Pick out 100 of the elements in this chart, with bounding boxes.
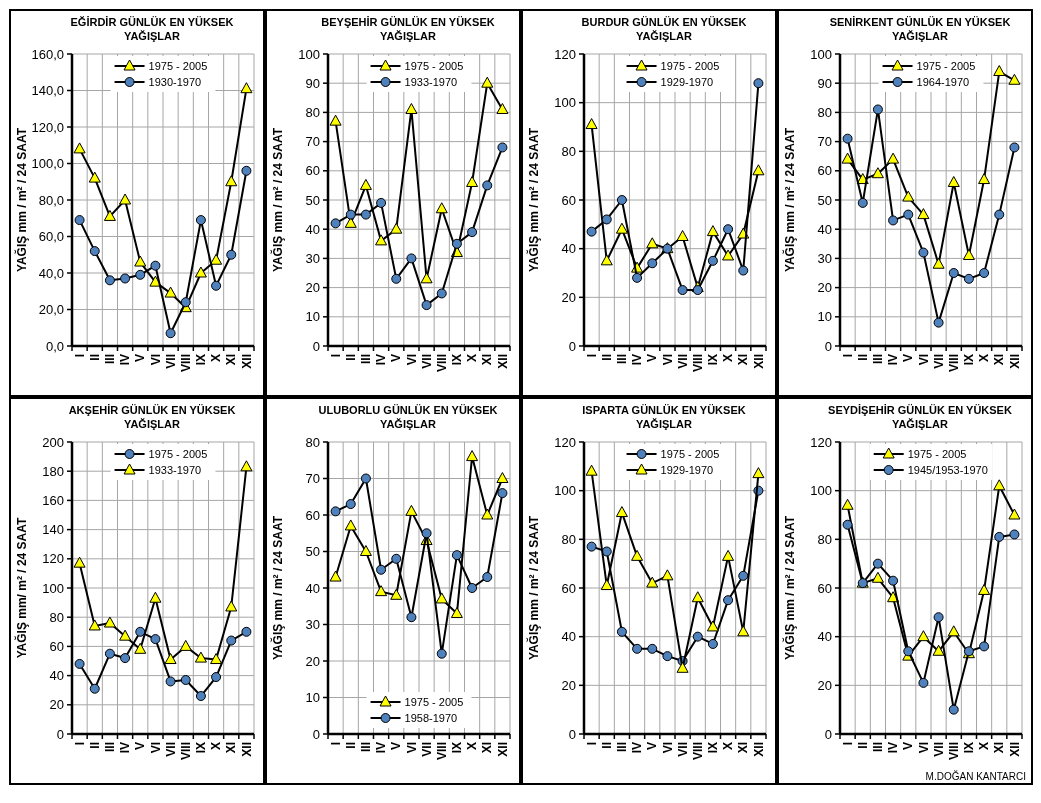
x-tick-label: III: [103, 742, 118, 753]
y-tick-label: 140,0: [31, 83, 64, 99]
x-tick-label: VIII: [178, 354, 193, 373]
y-tick-label: 100,0: [31, 156, 64, 172]
legend-label: 1929-1970: [660, 75, 714, 88]
legend-label: 1975 - 2005: [916, 59, 976, 72]
y-tick-label: 40: [561, 629, 576, 645]
y-tick-label: 10: [305, 690, 320, 706]
chart-title: BEYŞEHİR GÜNLÜK EN YÜKSEK YAĞIŞLAR: [321, 16, 495, 42]
x-tick-label: VIII: [946, 742, 961, 761]
y-tick-label: 70: [817, 134, 832, 150]
x-tick-label: III: [871, 742, 886, 753]
chart-title: BURDUR GÜNLÜK EN YÜKSEK YAĞIŞLAR: [581, 16, 747, 42]
x-tick-label: V: [389, 742, 404, 751]
x-tick-label: VIII: [946, 354, 961, 373]
x-tick-label: III: [359, 742, 374, 753]
x-tick-label: XI: [224, 742, 239, 754]
legend-label: 1964-1970: [916, 75, 970, 88]
y-tick-label: 120: [554, 434, 576, 450]
x-tick-label: XI: [224, 354, 239, 366]
x-tick-label: X: [977, 354, 992, 363]
x-tick-label: VI: [660, 742, 675, 754]
x-tick-label: XII: [495, 742, 510, 757]
x-tick-label: V: [645, 354, 660, 363]
x-tick-label: VI: [404, 742, 419, 754]
x-tick-label: V: [901, 354, 916, 363]
y-tick-label: 80: [305, 104, 320, 120]
x-tick-label: IX: [194, 354, 209, 366]
x-tick-label: XI: [992, 354, 1007, 366]
y-axis-title: YAĞIŞ mm/ m² / 24 SAAT: [14, 516, 29, 659]
y-tick-label: 50: [305, 192, 320, 208]
y-tick-label: 40: [817, 221, 832, 237]
y-axis-title: YAĞIŞ mm / m² / 24 SAAT: [782, 127, 797, 273]
x-tick-label: III: [615, 354, 630, 365]
x-tick-label: X: [465, 742, 480, 751]
y-tick-label: 100: [810, 483, 832, 499]
y-tick-label: 60: [305, 163, 320, 179]
y-tick-label: 20: [817, 280, 832, 296]
chart-title: EĞİRDİR GÜNLÜK EN YÜKSEK YAĞIŞLAR: [70, 16, 234, 42]
y-tick-label: 60,0: [38, 229, 64, 245]
x-tick-label: IX: [706, 742, 721, 754]
y-axis-title: YAĞIŞ mm / m² / 24 SAAT: [526, 515, 541, 661]
x-tick-label: VII: [419, 742, 434, 757]
y-tick-label: 120: [554, 46, 576, 62]
x-tick-label: VII: [163, 354, 178, 369]
legend-label: 1933-1970: [404, 75, 458, 88]
y-tick-label: 80: [49, 609, 64, 625]
y-tick-label: 60: [305, 507, 320, 523]
y-tick-label: 80: [817, 531, 832, 547]
x-tick-label: I: [840, 354, 855, 358]
y-tick-label: 50: [817, 192, 832, 208]
y-axis-title: YAĞIŞ mm / m² / 24 SAAT: [14, 127, 29, 273]
x-tick-label: II: [343, 742, 358, 749]
x-tick-label: III: [103, 354, 118, 365]
chart-title: AKŞEHİR GÜNLÜK EN YÜKSEK YAĞIŞLAR: [68, 404, 236, 430]
y-tick-label: 0: [568, 338, 576, 354]
x-tick-label: V: [133, 742, 148, 751]
x-tick-label: I: [584, 354, 599, 358]
y-tick-label: 80: [561, 143, 576, 159]
y-tick-label: 100: [554, 483, 576, 499]
legend-label: 1929-1970: [660, 463, 714, 476]
x-tick-label: I: [584, 742, 599, 746]
y-tick-label: 80: [305, 434, 320, 450]
x-tick-label: IV: [886, 354, 901, 366]
y-tick-label: 20: [305, 653, 320, 669]
x-tick-label: VII: [419, 354, 434, 369]
x-tick-label: XII: [239, 354, 254, 369]
x-tick-label: VI: [916, 742, 931, 754]
y-tick-label: 60: [561, 580, 576, 596]
legend-label: 1975 - 2005: [148, 447, 208, 460]
x-tick-label: XI: [480, 742, 495, 754]
x-tick-label: IX: [706, 354, 721, 366]
x-tick-label: VI: [148, 742, 163, 754]
x-tick-label: VI: [916, 354, 931, 366]
x-tick-label: IX: [962, 354, 977, 366]
y-tick-label: 120,0: [31, 119, 64, 135]
x-tick-label: I: [72, 742, 87, 746]
x-tick-label: XI: [992, 742, 1007, 754]
y-tick-label: 50: [305, 544, 320, 560]
y-tick-label: 20: [305, 280, 320, 296]
x-tick-label: V: [645, 742, 660, 751]
x-tick-label: IV: [118, 742, 133, 754]
y-tick-label: 60: [561, 192, 576, 208]
x-tick-label: IV: [630, 354, 645, 366]
x-tick-label: IV: [630, 742, 645, 754]
x-tick-label: X: [209, 354, 224, 363]
y-tick-label: 80: [561, 531, 576, 547]
x-tick-label: VII: [931, 742, 946, 757]
x-tick-label: V: [901, 742, 916, 751]
x-tick-label: III: [871, 354, 886, 365]
y-tick-label: 80,0: [38, 192, 64, 208]
y-tick-label: 20: [817, 677, 832, 693]
legend-label: 1975 - 2005: [907, 447, 967, 460]
x-tick-label: II: [599, 354, 614, 361]
y-tick-label: 140: [42, 522, 64, 538]
y-tick-label: 20: [49, 697, 64, 713]
x-tick-label: II: [855, 354, 870, 361]
legend-label: 1933-1970: [148, 463, 202, 476]
x-tick-label: VIII: [434, 354, 449, 373]
legend-label: 1975 - 2005: [660, 447, 720, 460]
